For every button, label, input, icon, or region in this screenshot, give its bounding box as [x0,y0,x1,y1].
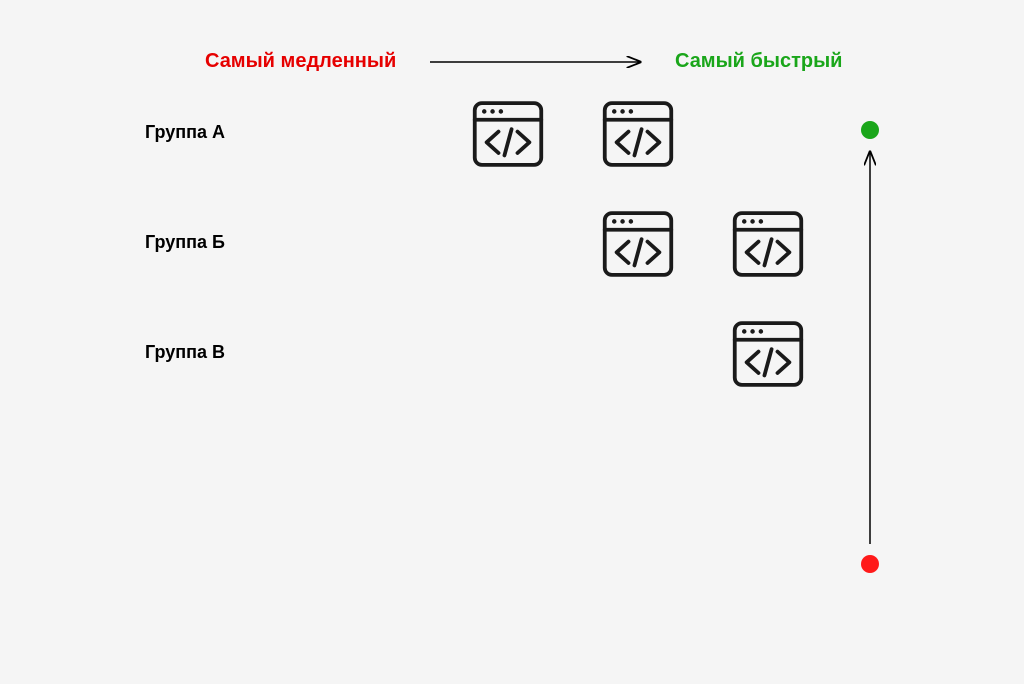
code-window-icon [730,316,806,392]
group-c-label: Группа В [145,342,225,363]
group-b-label: Группа Б [145,232,225,253]
code-window-icon [600,96,676,172]
group-a-label: Группа А [145,122,225,143]
code-window-icon [730,206,806,282]
code-window-icon [600,206,676,282]
bottom-dot [861,555,879,573]
top-dot [861,121,879,139]
diagram-canvas: Самый медленный Самый быстрый Группа А Г… [0,0,1024,684]
code-window-icon [470,96,546,172]
